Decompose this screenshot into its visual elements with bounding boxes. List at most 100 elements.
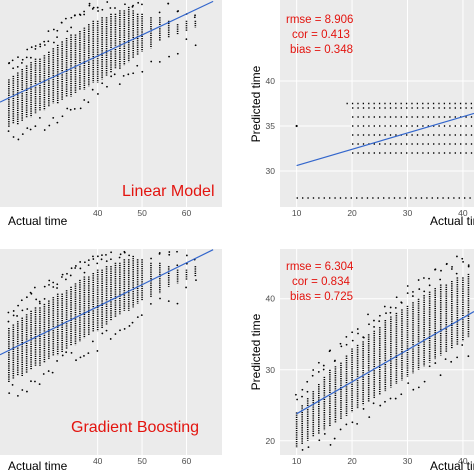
x-tick-label: 10 bbox=[292, 208, 302, 218]
data-point bbox=[385, 312, 387, 315]
data-point bbox=[52, 28, 55, 31]
data-point bbox=[339, 342, 342, 345]
data-point bbox=[406, 285, 409, 287]
data-point bbox=[119, 253, 122, 256]
data-point bbox=[110, 258, 112, 261]
data-point bbox=[61, 115, 64, 118]
y-tick-label: 20 bbox=[266, 436, 276, 446]
data-point bbox=[334, 359, 336, 362]
data-point bbox=[351, 421, 354, 424]
data-point bbox=[106, 85, 108, 88]
data-point bbox=[60, 21, 63, 24]
data-point bbox=[26, 48, 29, 51]
x-tick-label: 50 bbox=[137, 208, 147, 218]
x-tick-labels: 40 50 60 bbox=[93, 208, 192, 218]
data-point bbox=[51, 371, 54, 374]
x-tick-label: 60 bbox=[182, 208, 192, 218]
x-tick-labels: 10 20 30 40 bbox=[292, 456, 468, 466]
y-axis-title: Predicted time bbox=[249, 65, 263, 142]
x-tick-labels: 10 20 30 40 bbox=[292, 208, 468, 218]
data-point bbox=[70, 267, 73, 270]
data-point bbox=[461, 344, 464, 346]
data-point bbox=[406, 292, 409, 295]
x-tick-labels: 40 50 60 bbox=[93, 456, 192, 466]
data-point bbox=[48, 279, 51, 282]
data-point bbox=[167, 2, 170, 5]
data-point bbox=[20, 299, 23, 302]
data-point bbox=[140, 314, 143, 317]
y-tick-label: 35 bbox=[266, 121, 276, 131]
data-point bbox=[70, 16, 73, 19]
data-point bbox=[131, 321, 134, 324]
data-point bbox=[74, 265, 77, 267]
data-points bbox=[7, 1, 197, 141]
data-point bbox=[439, 374, 442, 377]
x-tick-label: 60 bbox=[182, 456, 192, 466]
data-point bbox=[47, 30, 50, 33]
data-point bbox=[60, 276, 63, 278]
data-points bbox=[294, 255, 470, 451]
bias-label: bias = 0.348 bbox=[290, 44, 353, 56]
data-point bbox=[83, 13, 86, 16]
data-point bbox=[301, 388, 304, 391]
data-point bbox=[428, 365, 431, 368]
data-point bbox=[34, 125, 37, 128]
data-point bbox=[26, 308, 29, 310]
x-tick-label: 40 bbox=[458, 208, 468, 218]
data-point bbox=[92, 258, 95, 260]
rmse-label: rmse = 8.906 bbox=[286, 14, 353, 26]
data-point bbox=[379, 404, 382, 407]
data-point bbox=[48, 124, 51, 127]
data-point bbox=[389, 397, 392, 400]
data-point bbox=[56, 287, 58, 289]
data-point bbox=[407, 382, 410, 385]
data-point bbox=[83, 271, 86, 274]
data-point bbox=[56, 36, 58, 39]
data-point bbox=[294, 393, 297, 396]
data-point bbox=[423, 380, 426, 383]
data-point bbox=[158, 11, 161, 14]
data-point bbox=[333, 437, 336, 440]
data-point bbox=[456, 255, 458, 258]
data-point bbox=[106, 1, 109, 3]
data-point bbox=[394, 397, 397, 400]
data-point bbox=[12, 310, 15, 312]
x-axis-title: Actual time bbox=[430, 214, 474, 228]
data-point bbox=[118, 256, 121, 259]
data-point bbox=[16, 65, 19, 68]
data-point bbox=[467, 264, 470, 267]
data-point bbox=[445, 263, 448, 266]
data-point bbox=[30, 46, 33, 49]
data-point bbox=[83, 10, 86, 13]
data-point bbox=[339, 428, 342, 431]
data-point bbox=[8, 392, 11, 395]
data-point bbox=[451, 265, 453, 268]
data-point bbox=[306, 390, 309, 393]
data-point bbox=[467, 355, 470, 358]
data-point bbox=[444, 358, 447, 361]
data-point bbox=[400, 301, 403, 304]
data-point bbox=[345, 343, 348, 346]
regression-line bbox=[296, 112, 474, 167]
data-point bbox=[423, 277, 425, 279]
data-point bbox=[12, 67, 15, 70]
data-point bbox=[411, 295, 414, 297]
data-point bbox=[295, 124, 298, 128]
data-point bbox=[373, 319, 375, 322]
data-point bbox=[317, 371, 320, 373]
data-point bbox=[83, 99, 86, 101]
regression-line bbox=[0, 249, 214, 356]
y-tick-labels: 20 30 40 bbox=[266, 294, 276, 446]
data-point bbox=[329, 444, 332, 446]
regression-line bbox=[296, 310, 474, 415]
data-point bbox=[25, 296, 28, 299]
data-point bbox=[109, 7, 112, 9]
panel-gradient-boosting: 40 50 60 Gradient Boosting Actual time bbox=[0, 249, 222, 473]
data-point bbox=[137, 1, 140, 4]
data-point bbox=[462, 260, 464, 263]
data-point bbox=[351, 339, 354, 342]
data-point bbox=[176, 264, 179, 267]
data-point bbox=[362, 408, 365, 410]
data-point bbox=[38, 300, 41, 303]
data-point bbox=[26, 127, 29, 130]
